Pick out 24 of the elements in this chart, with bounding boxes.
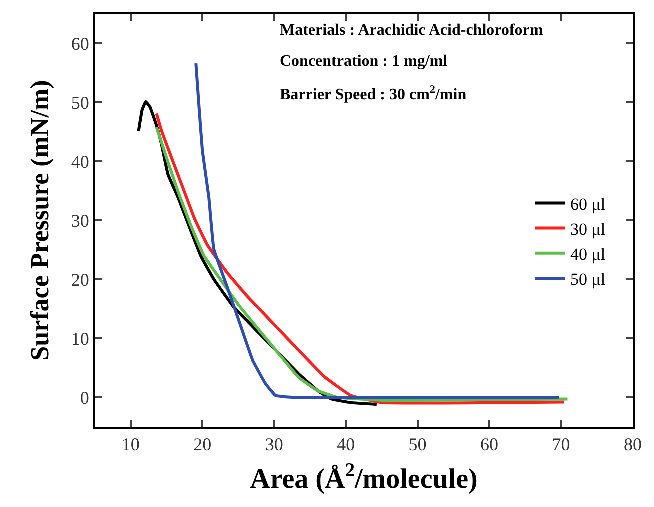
x-tick-label: 60 bbox=[480, 434, 499, 455]
x-tick-label: 50 bbox=[408, 434, 427, 455]
x-tick-label: 80 bbox=[624, 434, 642, 455]
x-tick-label: 20 bbox=[194, 434, 212, 455]
y-tick-label: 10 bbox=[71, 328, 90, 349]
annotation: Barrier Speed : 30 cm$^{2}$/min bbox=[280, 84, 467, 104]
y-tick-label: 50 bbox=[71, 92, 90, 113]
x-tick-label: 40 bbox=[337, 434, 356, 455]
y-tick-label: 60 bbox=[71, 34, 90, 54]
x-axis-title: Area (Å$^{2}$/molecule) bbox=[250, 460, 478, 496]
annotation: Concentration : 1 mg/ml bbox=[280, 53, 448, 70]
y-tick-label: 0 bbox=[80, 388, 90, 408]
annotation: Materials : Arachidic Acid-chloroform bbox=[280, 22, 544, 39]
y-tick-label: 20 bbox=[71, 270, 90, 290]
legend-label: 40 μl bbox=[570, 245, 606, 264]
y-tick-label: 40 bbox=[71, 152, 90, 172]
y-axis-title: Surface Pressure (mN/m) bbox=[25, 80, 54, 361]
x-tick-label: 10 bbox=[122, 434, 140, 455]
x-tick-label: 70 bbox=[552, 434, 570, 455]
legend-label: 50 μl bbox=[570, 270, 606, 290]
legend-label: 60 μl bbox=[570, 194, 606, 214]
x-tick-label: 30 bbox=[265, 434, 284, 455]
legend-label: 30 μl bbox=[570, 220, 606, 239]
y-tick-label: 30 bbox=[71, 210, 90, 231]
